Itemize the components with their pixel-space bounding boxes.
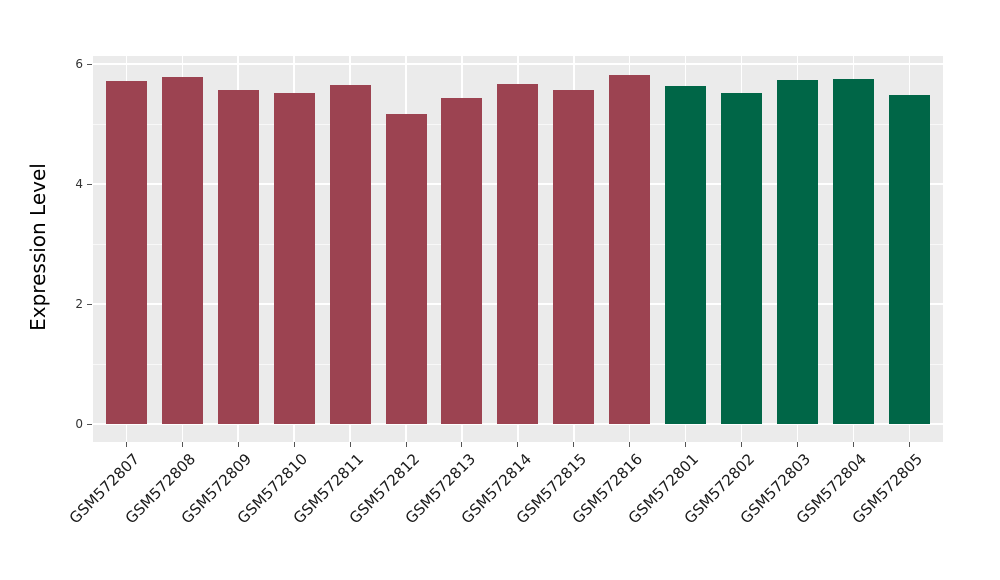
plot-panel [93,56,943,442]
bar-GSM572810 [273,92,315,424]
x-tick-mark-GSM572815 [573,442,575,447]
bar-GSM572814 [497,84,539,424]
y-tick-mark-4 [87,183,92,185]
x-tick-mark-GSM572816 [629,442,631,447]
x-tick-mark-GSM572813 [461,442,463,447]
y-tick-mark-6 [87,63,92,65]
bar-GSM572802 [721,92,763,424]
bar-GSM572807 [105,80,147,424]
y-tick-label-6: 6 [75,57,83,71]
y-tick-mark-0 [87,423,92,425]
bar-GSM572813 [441,98,483,424]
x-tick-mark-GSM572807 [125,442,127,447]
bar-GSM572808 [161,76,203,424]
x-tick-mark-GSM572804 [853,442,855,447]
bar-GSM572811 [329,85,371,424]
bar-GSM572815 [553,89,595,424]
x-tick-mark-GSM572812 [405,442,407,447]
bar-GSM572805 [888,94,930,424]
y-tick-label-2: 2 [75,297,83,311]
bar-GSM572801 [665,85,707,424]
bar-GSM572804 [833,79,875,424]
bar-GSM572803 [777,79,819,424]
bar-GSM572809 [217,90,259,424]
x-tick-mark-GSM572810 [293,442,295,447]
x-tick-mark-GSM572802 [741,442,743,447]
y-tick-label-4: 4 [75,177,83,191]
x-tick-mark-GSM572814 [517,442,519,447]
x-tick-mark-GSM572808 [181,442,183,447]
x-tick-mark-GSM572803 [797,442,799,447]
y-tick-label-0: 0 [75,417,83,431]
bar-GSM572816 [609,74,651,424]
y-tick-mark-2 [87,303,92,305]
x-tick-mark-GSM572805 [908,442,910,447]
x-tick-mark-GSM572811 [349,442,351,447]
x-tick-mark-GSM572801 [685,442,687,447]
x-tick-mark-GSM572809 [237,442,239,447]
bar-GSM572812 [385,113,427,424]
